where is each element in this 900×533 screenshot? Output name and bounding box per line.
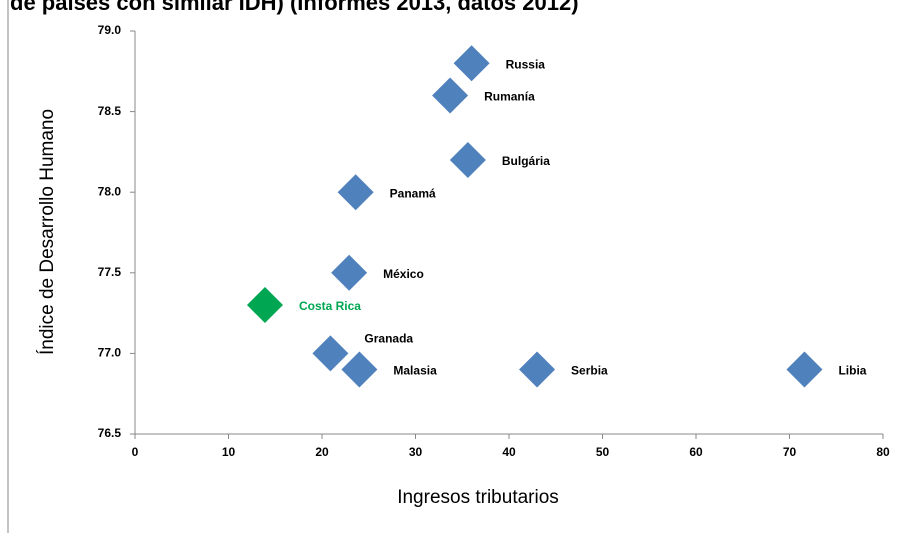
y-tick-label: 78.5 — [98, 104, 122, 118]
x-tick-label: 60 — [689, 445, 703, 459]
x-tick-label: 40 — [502, 445, 516, 459]
x-tick-label: 80 — [876, 445, 890, 459]
x-tick-label: 0 — [132, 445, 139, 459]
point — [453, 45, 490, 82]
x-tick-label: 30 — [409, 445, 423, 459]
x-tick-label: 50 — [596, 445, 610, 459]
point-label: Costa Rica — [299, 299, 361, 313]
point — [449, 141, 486, 178]
point-label: Libia — [838, 364, 866, 378]
y-tick-label: 78.0 — [98, 184, 122, 198]
point — [246, 287, 283, 324]
x-tick-label: 10 — [222, 445, 236, 459]
point-label: Serbia — [571, 364, 608, 378]
point-label: Granada — [364, 332, 413, 346]
point-label: México — [383, 267, 424, 281]
y-axis-label: Índice de Desarrollo Humano — [37, 109, 58, 355]
chart-title: de países con similar IDH) (Informes 201… — [10, 0, 579, 15]
point-label: Rumanía — [484, 90, 535, 104]
x-axis-label: Ingresos tributarios — [397, 487, 559, 508]
point-label: Russia — [506, 57, 546, 71]
x-tick-label: 70 — [783, 445, 797, 459]
point — [786, 351, 823, 388]
x-tick-label: 20 — [315, 445, 329, 459]
point — [337, 174, 374, 211]
point-label: Malasia — [393, 364, 437, 378]
point-label: Panamá — [390, 186, 436, 200]
point — [341, 351, 378, 388]
y-tick-label: 77.5 — [98, 265, 122, 279]
y-tick-label: 77.0 — [98, 346, 122, 360]
y-tick-label: 76.5 — [98, 426, 122, 440]
point — [312, 335, 349, 372]
y-tick-label: 79.0 — [98, 23, 122, 37]
point-label: Bulgária — [502, 154, 550, 168]
point — [331, 254, 368, 291]
point — [432, 77, 469, 114]
point — [519, 351, 556, 388]
